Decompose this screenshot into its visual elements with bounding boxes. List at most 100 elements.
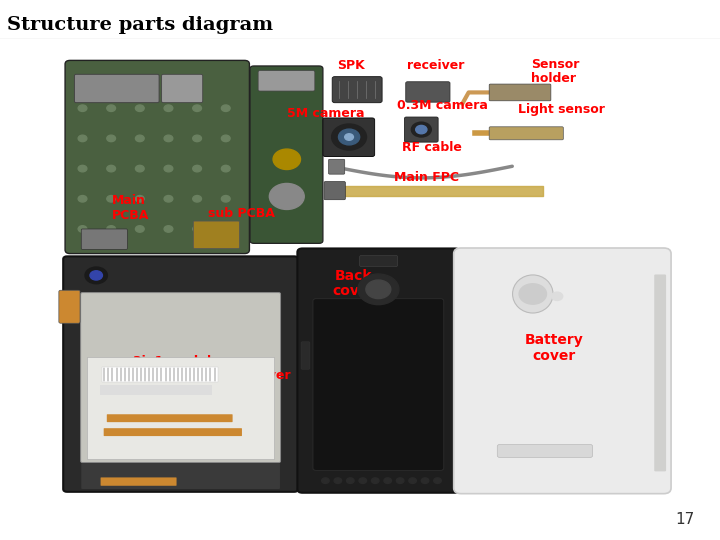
Text: Sensor
holder: Sensor holder: [531, 58, 580, 85]
Circle shape: [366, 280, 391, 299]
FancyBboxPatch shape: [301, 342, 310, 369]
Circle shape: [85, 267, 107, 284]
Circle shape: [273, 149, 300, 170]
Circle shape: [107, 165, 115, 172]
Circle shape: [519, 284, 546, 304]
FancyBboxPatch shape: [100, 384, 212, 395]
Text: SPK: SPK: [338, 59, 365, 72]
Circle shape: [164, 195, 173, 202]
Circle shape: [193, 105, 202, 111]
Circle shape: [221, 165, 230, 172]
Circle shape: [193, 135, 202, 141]
Circle shape: [164, 135, 173, 141]
FancyBboxPatch shape: [324, 181, 346, 200]
FancyBboxPatch shape: [250, 66, 323, 244]
FancyBboxPatch shape: [81, 229, 127, 249]
FancyBboxPatch shape: [102, 367, 217, 382]
FancyBboxPatch shape: [360, 255, 397, 267]
Text: Back
cover: Back cover: [332, 269, 375, 298]
Circle shape: [135, 165, 144, 172]
Circle shape: [135, 105, 144, 111]
FancyBboxPatch shape: [454, 248, 671, 494]
Circle shape: [433, 478, 441, 483]
Circle shape: [359, 478, 366, 483]
Circle shape: [397, 478, 404, 483]
FancyBboxPatch shape: [654, 274, 666, 471]
Circle shape: [332, 124, 366, 150]
Circle shape: [415, 125, 427, 134]
FancyBboxPatch shape: [81, 293, 281, 463]
FancyBboxPatch shape: [332, 77, 382, 103]
Circle shape: [358, 274, 399, 305]
FancyBboxPatch shape: [406, 82, 450, 102]
Circle shape: [409, 478, 416, 483]
Circle shape: [411, 122, 431, 137]
FancyBboxPatch shape: [328, 159, 345, 174]
Text: 0.3M camera: 0.3M camera: [397, 99, 488, 112]
Text: Main FPC: Main FPC: [395, 171, 459, 184]
Circle shape: [221, 135, 230, 141]
Circle shape: [345, 134, 354, 140]
Circle shape: [107, 135, 115, 141]
Circle shape: [164, 226, 173, 232]
FancyBboxPatch shape: [405, 117, 438, 142]
Text: RF cable: RF cable: [402, 141, 462, 154]
Circle shape: [384, 478, 392, 483]
FancyBboxPatch shape: [107, 414, 233, 422]
Circle shape: [78, 195, 87, 202]
Circle shape: [346, 478, 354, 483]
Circle shape: [78, 226, 87, 232]
Circle shape: [421, 478, 429, 483]
FancyBboxPatch shape: [74, 75, 159, 103]
Circle shape: [107, 105, 115, 111]
FancyBboxPatch shape: [65, 60, 249, 254]
Circle shape: [78, 165, 87, 172]
Circle shape: [164, 105, 173, 111]
Circle shape: [552, 292, 563, 300]
Text: 17: 17: [675, 511, 695, 526]
FancyBboxPatch shape: [258, 71, 315, 91]
Circle shape: [338, 129, 360, 145]
FancyBboxPatch shape: [161, 75, 203, 103]
Text: 3in1 module
(LCD, TP & front cover: 3in1 module (LCD, TP & front cover: [133, 355, 291, 382]
FancyBboxPatch shape: [323, 118, 374, 157]
FancyBboxPatch shape: [81, 463, 280, 489]
Circle shape: [78, 105, 87, 111]
Circle shape: [135, 135, 144, 141]
Circle shape: [135, 195, 144, 202]
FancyBboxPatch shape: [313, 299, 444, 470]
FancyBboxPatch shape: [63, 256, 298, 492]
Circle shape: [193, 195, 202, 202]
Text: receiver: receiver: [407, 59, 464, 72]
Circle shape: [107, 195, 115, 202]
Circle shape: [322, 478, 329, 483]
Text: Battery
cover: Battery cover: [525, 334, 584, 363]
FancyBboxPatch shape: [59, 291, 80, 323]
FancyBboxPatch shape: [88, 357, 274, 460]
FancyBboxPatch shape: [297, 248, 460, 492]
Text: 5M camera: 5M camera: [287, 107, 364, 120]
Circle shape: [193, 226, 202, 232]
Circle shape: [193, 165, 202, 172]
Circle shape: [107, 226, 115, 232]
FancyBboxPatch shape: [194, 221, 240, 248]
Circle shape: [90, 271, 102, 280]
Text: Structure parts diagram: Structure parts diagram: [7, 16, 274, 34]
FancyBboxPatch shape: [498, 444, 593, 457]
FancyBboxPatch shape: [489, 127, 563, 140]
Text: Light sensor: Light sensor: [518, 103, 606, 116]
Circle shape: [221, 195, 230, 202]
FancyBboxPatch shape: [489, 84, 551, 101]
FancyBboxPatch shape: [104, 428, 242, 436]
Text: sub PCBA: sub PCBA: [208, 207, 274, 220]
Ellipse shape: [513, 275, 553, 313]
Circle shape: [221, 105, 230, 111]
Text: Main
PCBA: Main PCBA: [112, 194, 149, 221]
Circle shape: [269, 184, 305, 210]
FancyBboxPatch shape: [101, 477, 176, 486]
Circle shape: [135, 226, 144, 232]
Circle shape: [372, 478, 379, 483]
Circle shape: [221, 226, 230, 232]
Circle shape: [334, 478, 341, 483]
Circle shape: [78, 135, 87, 141]
